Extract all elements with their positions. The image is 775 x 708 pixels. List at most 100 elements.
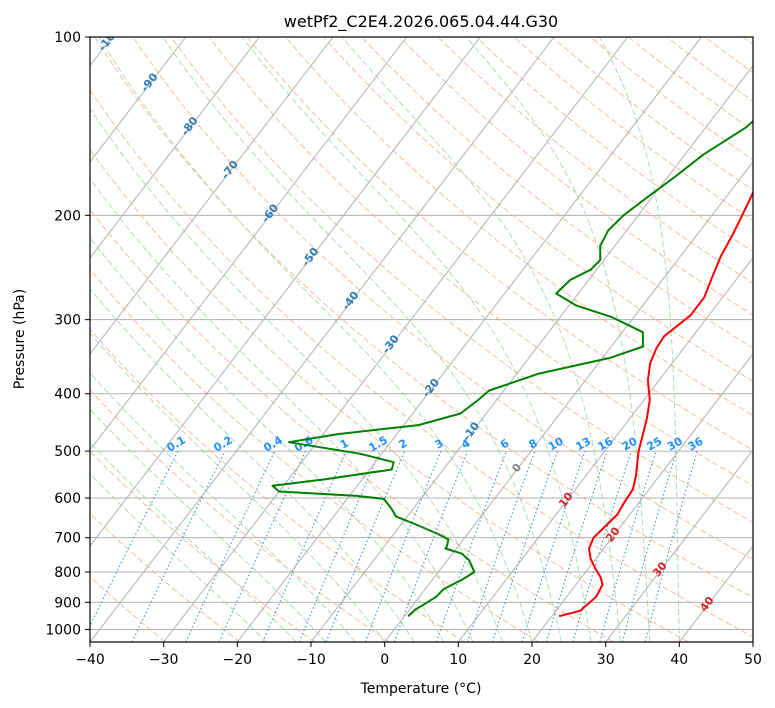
x-tick-label: −20 bbox=[223, 652, 253, 668]
isotherm-line bbox=[384, 160, 753, 642]
mixing-ratio-line bbox=[621, 450, 678, 642]
moist-adiabat bbox=[90, 441, 297, 642]
mixing-ratio-line bbox=[325, 450, 406, 642]
y-tick-label: 100 bbox=[54, 30, 81, 46]
dry-adiabat bbox=[170, 37, 753, 523]
isotherm-line bbox=[457, 256, 753, 642]
dry-adiabat bbox=[132, 37, 753, 561]
moist-adiabat bbox=[90, 408, 327, 642]
moist-adiabat bbox=[465, 37, 651, 642]
dry-adiabat bbox=[742, 37, 753, 45]
temperature-profile-line bbox=[558, 190, 753, 618]
dry-adiabat bbox=[90, 450, 315, 642]
isotherm-line bbox=[236, 37, 702, 642]
dry-adiabat bbox=[361, 37, 753, 349]
isotherm-line bbox=[90, 37, 481, 547]
chart-title: wetPf2_C2E4.2026.065.04.44.G30 bbox=[284, 12, 558, 32]
dry-adiabat bbox=[94, 37, 753, 599]
dry-adiabat bbox=[90, 89, 753, 638]
x-tick-label: −10 bbox=[296, 652, 326, 668]
x-tick-label: 20 bbox=[523, 652, 541, 668]
mixing-ratio-line bbox=[435, 450, 507, 642]
moist-adiabat bbox=[90, 372, 356, 642]
isotherm-line bbox=[90, 37, 408, 451]
x-tick-label: 0 bbox=[380, 652, 389, 668]
moist-adiabat bbox=[90, 178, 474, 642]
y-tick-label: 500 bbox=[54, 444, 81, 460]
moist-adiabat bbox=[90, 237, 445, 642]
x-tick-label: 50 bbox=[744, 652, 762, 668]
isotherm-line bbox=[90, 37, 260, 259]
moist-adiabat bbox=[90, 332, 386, 642]
background-lines bbox=[90, 37, 753, 642]
moist-adiabat bbox=[241, 37, 592, 642]
x-tick-label: −40 bbox=[75, 652, 105, 668]
y-tick-label: 300 bbox=[54, 313, 81, 329]
moist-adiabat bbox=[162, 37, 562, 642]
moist-adiabat bbox=[90, 473, 268, 642]
mixing-ratio-label: 1 bbox=[338, 437, 351, 452]
dry-adiabat bbox=[246, 37, 753, 451]
mixing-ratio-line bbox=[364, 450, 442, 642]
y-axis-label: Pressure (hPa) bbox=[12, 289, 28, 389]
dewpoint-profile-line bbox=[271, 119, 753, 617]
plot-frame bbox=[89, 36, 754, 643]
y-tick-label: 1000 bbox=[45, 622, 81, 638]
dry-adiabat bbox=[90, 328, 465, 642]
dry-adiabat bbox=[666, 37, 753, 102]
x-tick-label: −30 bbox=[149, 652, 179, 668]
mixing-ratio-line bbox=[185, 450, 276, 642]
moist-adiabat bbox=[98, 37, 533, 642]
mixing-ratio-line bbox=[131, 450, 226, 642]
isotherm-line bbox=[310, 64, 753, 642]
mixing-ratio-line bbox=[599, 450, 657, 642]
y-tick-label: 800 bbox=[54, 565, 81, 581]
mixing-ratio-label: 8 bbox=[527, 437, 540, 452]
dry-adiabat bbox=[513, 37, 753, 221]
y-tick-label: 900 bbox=[54, 595, 81, 611]
dry-adiabat bbox=[90, 512, 241, 642]
mixing-ratio-line bbox=[521, 450, 586, 642]
dry-adiabat bbox=[590, 37, 753, 161]
dry-adiabat bbox=[90, 208, 614, 642]
isotherm-line bbox=[678, 545, 753, 642]
dry-adiabat bbox=[475, 37, 753, 253]
x-tick-label: 40 bbox=[670, 652, 688, 668]
moist-adiabat bbox=[598, 37, 680, 642]
isotherm-line bbox=[752, 641, 753, 642]
mixing-ratio-line bbox=[393, 450, 469, 642]
dry-adiabat bbox=[285, 37, 753, 417]
mixing-ratio-line bbox=[644, 450, 698, 642]
y-tick-label: 400 bbox=[54, 387, 81, 403]
isotherm-line bbox=[90, 37, 187, 163]
moist-adiabat bbox=[90, 287, 415, 642]
isotherm-line bbox=[605, 449, 753, 642]
dry-adiabat bbox=[552, 37, 753, 191]
isotherm-line bbox=[531, 353, 753, 642]
x-axis-label: Temperature (°C) bbox=[360, 681, 482, 697]
mixing-ratio-line bbox=[298, 450, 381, 642]
y-tick-label: 200 bbox=[54, 208, 81, 224]
moist-adiabat bbox=[90, 107, 503, 642]
mixing-ratio-line bbox=[572, 450, 632, 642]
isotherm-line bbox=[163, 37, 629, 642]
mixing-ratio-label: 2 bbox=[396, 437, 409, 452]
dry-adiabat bbox=[437, 37, 753, 284]
isotherm-line bbox=[90, 37, 334, 355]
y-tick-label: 600 bbox=[54, 491, 81, 507]
dry-adiabat bbox=[208, 37, 753, 487]
dry-adiabat bbox=[90, 268, 540, 642]
x-tick-label: 30 bbox=[597, 652, 615, 668]
dry-adiabat bbox=[90, 148, 689, 642]
mixing-ratio-line bbox=[466, 450, 536, 642]
mixing-ratio-line bbox=[491, 450, 559, 642]
isotherm-line bbox=[90, 37, 555, 642]
dry-adiabat bbox=[704, 37, 753, 74]
moist-adiabat bbox=[341, 37, 621, 642]
x-axis-ticks: −40 −30 −20 −10 0 10 20 30 40 50 bbox=[75, 642, 762, 668]
mixing-ratio-line bbox=[218, 450, 307, 642]
dry-adiabat bbox=[323, 37, 753, 382]
mixing-ratio-label: 3 bbox=[433, 437, 446, 452]
y-axis-ticks: 1000 900 800 700 600 500 400 300 200 100 bbox=[45, 30, 90, 638]
